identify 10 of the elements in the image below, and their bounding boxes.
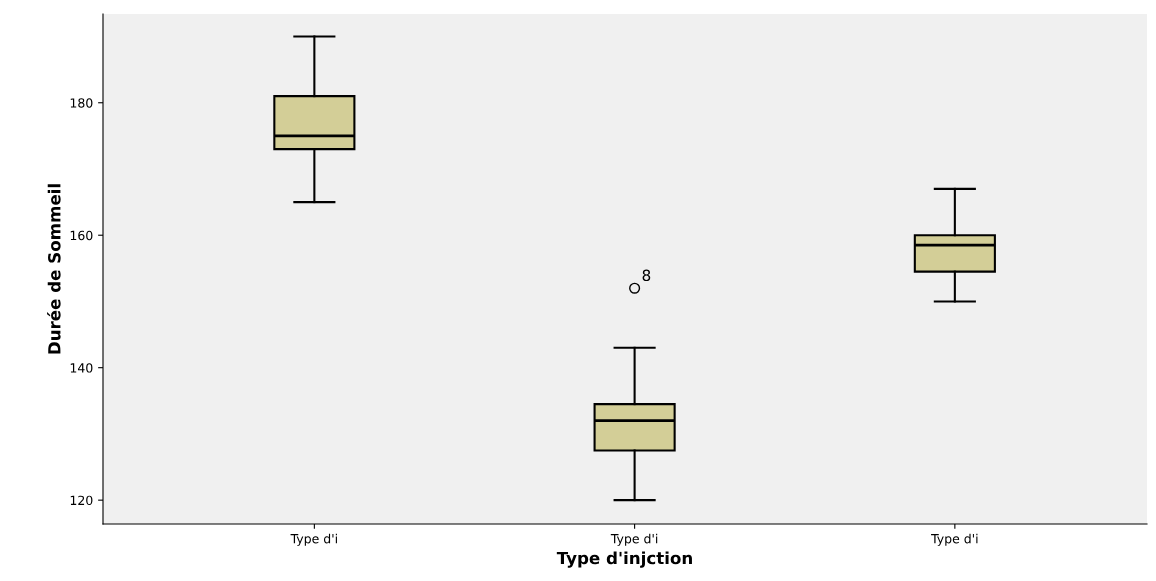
x-tick-label: Type d'i [290, 533, 337, 546]
x-tick-label: Type d'i [931, 533, 978, 546]
y-tick-label: 140 [70, 363, 93, 373]
y-tick-label: 160 [70, 230, 93, 241]
y-tick-label: 120 [70, 495, 93, 506]
x-tick-label: Type d'i [610, 533, 658, 546]
y-axis-title: Durée de Sommeil [47, 184, 61, 354]
x-axis-title: Type d'injction [556, 551, 692, 568]
y-tick-label: 180 [70, 98, 93, 108]
annotation: 8 [642, 269, 651, 282]
